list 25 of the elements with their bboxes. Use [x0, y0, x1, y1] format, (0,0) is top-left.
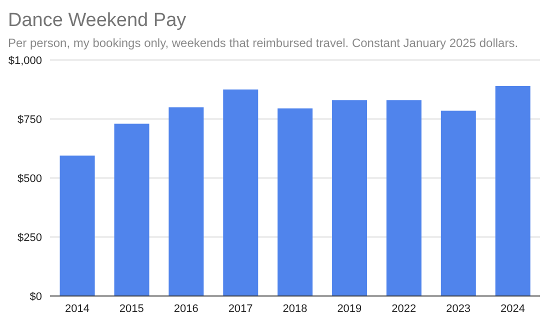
- y-tick-label: $0: [30, 290, 42, 303]
- bar: [168, 107, 204, 296]
- bar: [223, 90, 258, 296]
- bar: [386, 100, 422, 296]
- y-tick-label: $750: [18, 114, 42, 126]
- y-tick-label: $250: [18, 232, 42, 244]
- y-tick-label: $1,000: [8, 54, 42, 67]
- x-tick-label: 2024: [500, 302, 526, 315]
- chart-title: Dance Weekend Pay: [8, 9, 188, 32]
- bar: [60, 156, 95, 296]
- bar: [440, 110, 476, 296]
- x-tick-label: 2017: [228, 302, 253, 315]
- chart-subtitle: Per person, my bookings only, weekends that reimbursed travel. Constant January 2025 dollars.: [8, 36, 520, 50]
- x-tick-label: 2016: [174, 302, 198, 315]
- bar: [495, 86, 530, 296]
- x-tick-label: 2018: [282, 302, 308, 315]
- x-tick-label: 2022: [392, 302, 416, 315]
- x-tick-label: 2014: [64, 302, 90, 315]
- bar: [278, 108, 313, 296]
- x-tick-label: 2015: [119, 302, 144, 315]
- y-tick-label: $500: [18, 172, 42, 185]
- x-tick-label: 2023: [446, 302, 471, 315]
- bar: [114, 124, 150, 296]
- bar: [332, 100, 368, 296]
- x-tick-label: 2019: [337, 302, 362, 315]
